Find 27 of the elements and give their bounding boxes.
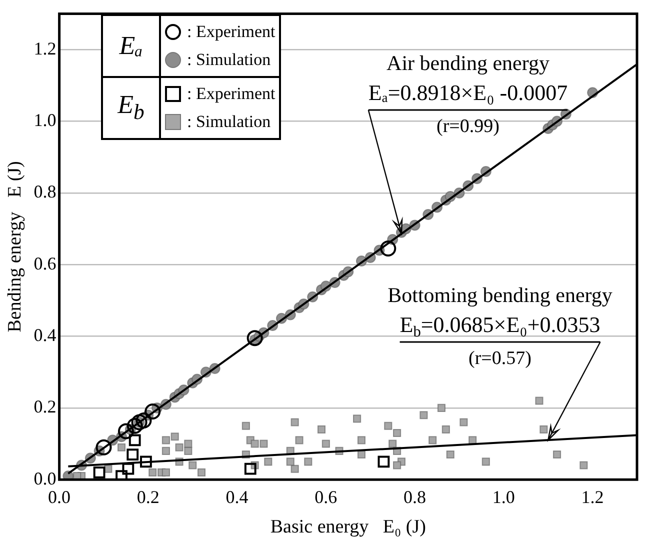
legend-label: : Experiment	[187, 22, 276, 42]
x-tick-label: 1.2	[581, 487, 604, 508]
annotation: Bottoming bending energy	[388, 283, 613, 307]
annotation: Air bending energy	[386, 51, 550, 75]
y-tick-label: 0.4	[34, 325, 56, 346]
y-tick-label: 1.0	[34, 110, 56, 130]
annotation: Eₐ=0.8918×E₀ -0.0007	[368, 80, 568, 105]
x-tick-label: 0.8	[404, 487, 426, 508]
legend-label: : Experiment	[187, 84, 276, 104]
x-axis-title: Basic energy E₀ (J)	[270, 516, 426, 538]
legend-label: : Simulation	[187, 50, 271, 70]
y-tick-label: 0.0	[34, 468, 56, 488]
x-tick-label: 0.6	[314, 487, 338, 508]
y-tick-label: 0.8	[34, 182, 56, 202]
legend-label: : Simulation	[187, 112, 271, 132]
annotation: E$_{b}$	[102, 77, 160, 139]
annotation: (r=0.57)	[468, 348, 532, 369]
annotation: Eₐ	[102, 15, 160, 77]
x-tick-label: 1.0	[492, 487, 515, 508]
x-tick-label: 0.2	[136, 487, 160, 508]
y-tick-label: 0.6	[34, 253, 56, 274]
y-tick-label: 1.2	[34, 38, 56, 58]
annotation: (r=0.99)	[436, 116, 500, 137]
x-tick-label: 0.4	[226, 487, 248, 508]
y-tick-label: 0.2	[34, 396, 56, 417]
x-tick-label: 0.0	[48, 487, 71, 508]
y-axis-title: Bending energy E (J)	[4, 161, 26, 332]
